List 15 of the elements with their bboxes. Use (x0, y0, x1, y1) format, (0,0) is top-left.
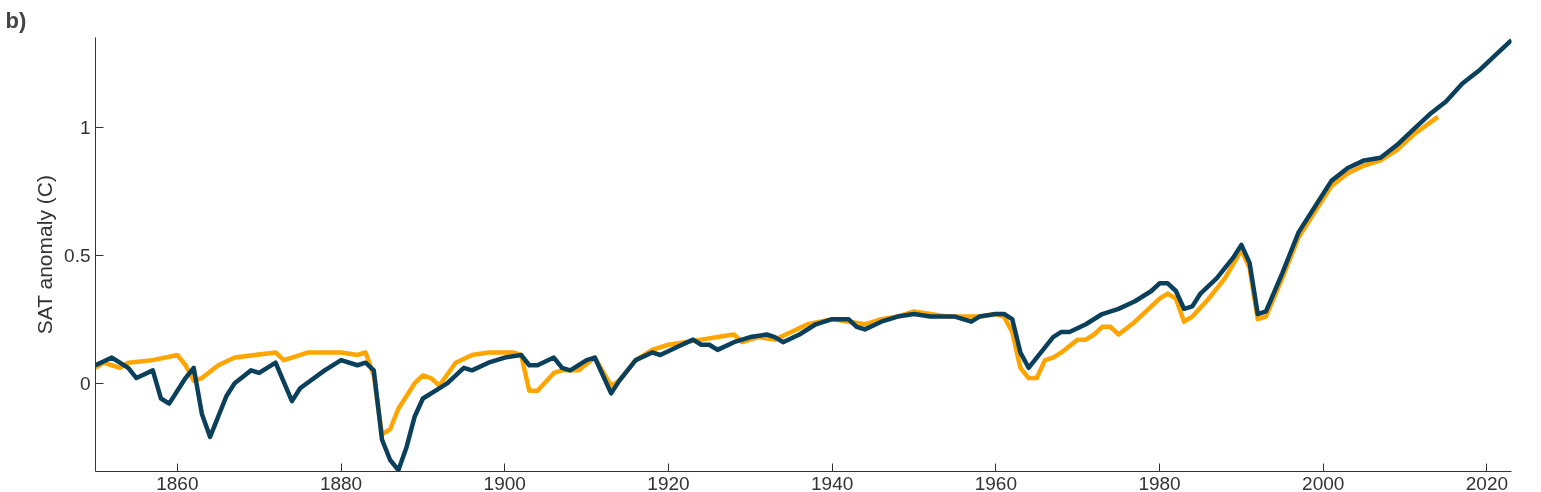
y-tick-label: 0.5 (64, 244, 91, 266)
x-tick-label: 1940 (811, 472, 854, 492)
line-series (95, 37, 1512, 472)
chart-title: b) (5, 7, 27, 33)
x-tick-label: 1920 (647, 472, 690, 492)
y-tick-label: 0 (79, 372, 91, 394)
x-tick-label: 1880 (319, 472, 363, 492)
y-tick-label: 1 (79, 116, 91, 138)
y-axis-title: SAT anomaly (C) (33, 175, 57, 335)
x-tick-label: 1980 (1138, 472, 1181, 492)
x-tick-label: 2020 (1465, 472, 1509, 492)
x-tick-label: 1960 (974, 472, 1017, 492)
x-tick-label: 1900 (483, 472, 526, 492)
x-tick-label: 2000 (1302, 472, 1345, 492)
x-tick-label: 1860 (156, 472, 199, 492)
